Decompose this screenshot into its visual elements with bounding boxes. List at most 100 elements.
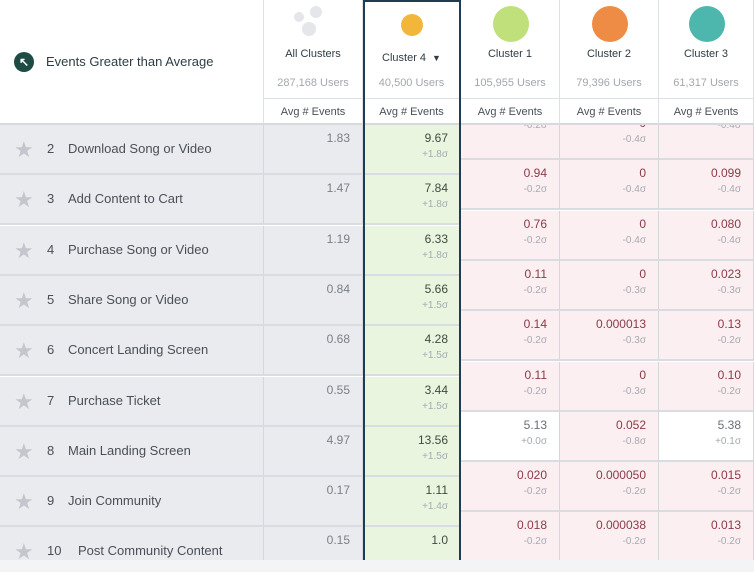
event-name: Add Content to Cart: [68, 191, 183, 207]
table-row-label[interactable]: ★ 2 Download Song or Video: [0, 125, 264, 175]
cell-c2: 0 -0.3σ: [560, 260, 659, 311]
metric-label: Avg # Events: [264, 98, 362, 125]
cell-c1: 0.020 -0.2σ: [461, 462, 560, 513]
table-row-label[interactable]: ★ 10 Post Community Content: [0, 527, 264, 560]
cell-all: 0.84: [264, 275, 363, 326]
avg-events-value: 4.97: [326, 432, 350, 447]
avg-events-value: 0.14: [523, 317, 547, 332]
avg-events-value: 0.55: [326, 382, 350, 397]
cell-c1: 0.14 -0.2σ: [461, 311, 560, 362]
cell-c1: 0.94 -0.2σ: [461, 160, 560, 211]
cluster-user-count: 105,955 Users: [474, 77, 546, 89]
table-row-label[interactable]: ★ 4 Purchase Song or Video: [0, 225, 264, 276]
star-icon[interactable]: ★: [14, 237, 34, 263]
cell-all: 0.55: [264, 376, 363, 427]
table-title: Events Greater than Average: [46, 54, 214, 69]
sigma-deviation: -0.2σ: [523, 120, 547, 131]
column-header-cluster-2[interactable]: Cluster 2 79,396 Users Avg # Events: [560, 0, 659, 125]
sigma-deviation: -0.2σ: [523, 486, 547, 498]
star-icon[interactable]: ★: [14, 388, 34, 414]
avg-events-value: 0.76: [523, 216, 547, 231]
cell-c4: 4.28 +1.5σ: [363, 326, 461, 377]
cell-all: 0.17: [264, 477, 363, 528]
caret-down-icon[interactable]: ▼: [432, 53, 441, 63]
sigma-deviation: -0.2σ: [523, 385, 547, 397]
star-icon[interactable]: ★: [14, 338, 34, 364]
avg-events-value: 1.83: [326, 131, 350, 145]
cell-c1: 0.76 -0.2σ: [461, 210, 560, 261]
column-header-cluster-3[interactable]: Cluster 3 61,317 Users Avg # Events: [659, 0, 754, 125]
avg-events-value: 6.33: [424, 231, 448, 246]
sigma-deviation: -0.3σ: [717, 284, 741, 296]
sigma-deviation: +1.5σ: [422, 400, 448, 412]
star-icon[interactable]: ★: [14, 187, 34, 213]
sigma-deviation: -0.4σ: [622, 234, 646, 246]
cluster-color-dot-icon: [591, 6, 628, 42]
sigma-deviation: +1.5σ: [422, 450, 448, 462]
table-row-label[interactable]: ★ 3 Add Content to Cart: [0, 175, 264, 226]
cluster-color-dot-icon: [401, 14, 423, 36]
row-number: 4: [47, 241, 55, 257]
table-row-label[interactable]: ★ 6 Concert Landing Screen: [0, 326, 264, 377]
cell-c4: 5.66 +1.5σ: [363, 275, 461, 326]
sigma-deviation: -0.2σ: [717, 536, 741, 548]
avg-events-value: 1.0: [431, 533, 448, 548]
cell-c2: 0.052 -0.8σ: [560, 411, 659, 462]
row-number: 9: [47, 493, 55, 509]
avg-events-value: 13.56: [417, 432, 448, 447]
sigma-deviation: +1.5σ: [422, 350, 448, 362]
avg-events-value: 0: [639, 367, 646, 382]
cell-c4: 7.84 +1.8σ: [363, 175, 461, 226]
table-row-label[interactable]: ★ 9 Join Community: [0, 477, 264, 528]
row-number: 7: [47, 392, 55, 408]
avg-events-value: 0.000013: [595, 317, 646, 332]
sigma-deviation: -0.3σ: [622, 284, 646, 296]
cell-all: 0.15: [264, 527, 363, 560]
arrow-up-left-circle-icon[interactable]: ↖: [14, 51, 34, 72]
cluster-bubble-icon: [294, 12, 304, 22]
sigma-deviation: -0.2σ: [622, 486, 646, 498]
sigma-deviation: +1.8σ: [422, 199, 448, 211]
cell-c1: 0.11 -0.2σ: [461, 260, 560, 311]
avg-events-value: 0.015: [710, 468, 741, 483]
avg-events-value: 5.13: [523, 417, 547, 432]
star-icon[interactable]: ★: [14, 438, 34, 464]
cell-c2: 0 -0.4σ: [560, 210, 659, 261]
avg-events-value: 0: [639, 166, 646, 181]
avg-events-value: 0.15: [326, 533, 350, 548]
sigma-deviation: +1.4σ: [422, 501, 448, 513]
sigma-deviation: -0.2σ: [717, 335, 741, 347]
avg-events-value: 0.013: [710, 518, 741, 533]
cell-c4: 6.33 +1.8σ: [363, 225, 461, 276]
column-header-cluster-1[interactable]: Cluster 1 105,955 Users Avg # Events: [461, 0, 560, 125]
sigma-deviation: -0.4σ: [717, 120, 741, 131]
star-icon[interactable]: ★: [14, 539, 34, 560]
table-row-label[interactable]: ★ 7 Purchase Ticket: [0, 376, 264, 427]
cell-c3: 0.023 -0.3σ: [659, 260, 754, 311]
table-row-label[interactable]: ★ 5 Share Song or Video: [0, 275, 264, 326]
cell-c1: 0.018 -0.2σ: [461, 512, 560, 560]
cluster-user-count: 287,168 Users: [277, 77, 349, 89]
star-icon[interactable]: ★: [14, 287, 34, 313]
cell-c3: 0.080 -0.4σ: [659, 210, 754, 261]
star-icon[interactable]: ★: [14, 137, 34, 162]
column-header-cluster-4[interactable]: Cluster 4 ▼ 40,500 Users Avg # Events: [363, 0, 461, 125]
cluster-name: Cluster 1: [461, 48, 559, 60]
avg-events-value: 0: [639, 216, 646, 231]
event-name: Download Song or Video: [68, 141, 212, 156]
metric-label: Avg # Events: [560, 98, 658, 125]
avg-events-value: 0.000038: [595, 518, 646, 533]
star-icon[interactable]: ★: [14, 489, 34, 515]
cell-c1: 0.11 -0.2σ: [461, 361, 560, 412]
cell-c4: 3.44 +1.5σ: [363, 376, 461, 427]
avg-events-value: 0.13: [717, 317, 741, 332]
cell-all: 1.47: [264, 175, 363, 226]
avg-events-value: 1.19: [326, 231, 350, 246]
event-name: Join Community: [68, 493, 162, 509]
cell-all: 4.97: [264, 426, 363, 477]
sigma-deviation: -0.2σ: [717, 486, 741, 498]
table-row-label[interactable]: ★ 8 Main Landing Screen: [0, 426, 264, 477]
sigma-deviation: -0.4σ: [622, 184, 646, 196]
column-header-all-clusters[interactable]: All Clusters 287,168 Users Avg # Events: [264, 0, 363, 125]
metric-label: Avg # Events: [363, 98, 460, 125]
